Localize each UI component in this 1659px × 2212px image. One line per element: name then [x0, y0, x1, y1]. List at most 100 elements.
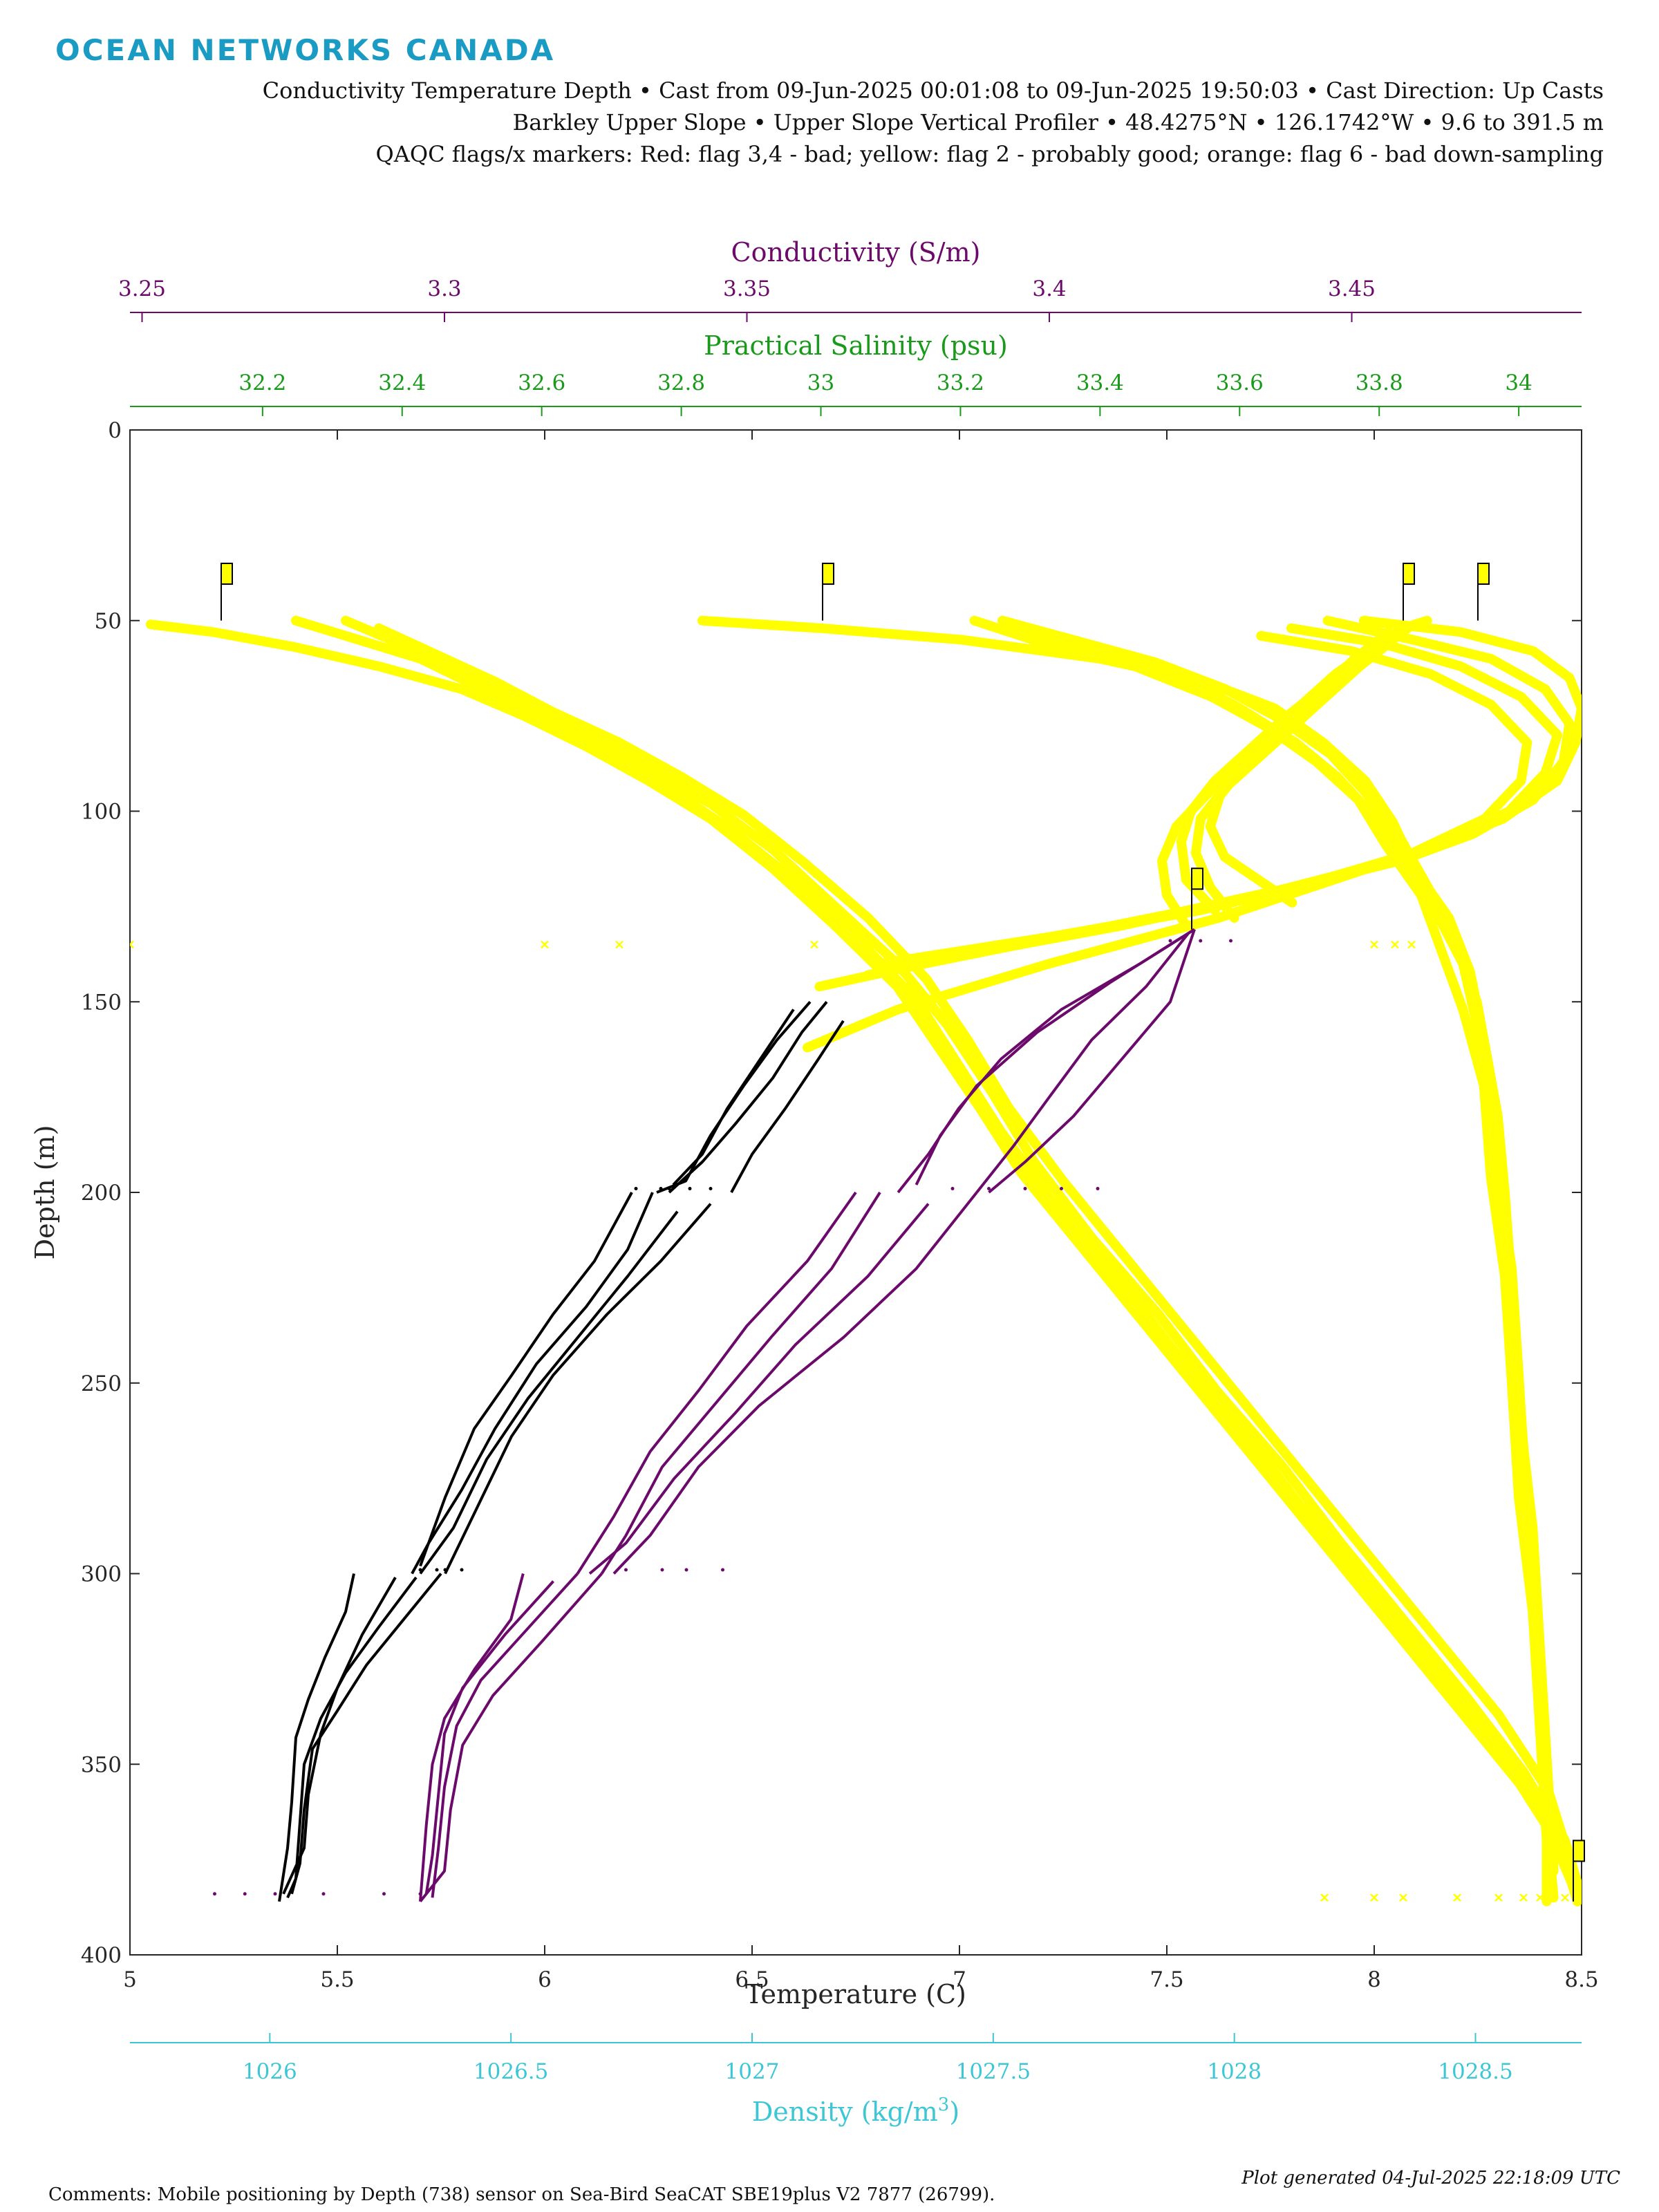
- density-axis-title: Density (kg/m3): [752, 2094, 959, 2127]
- conductivity-tick-label: 3.3: [427, 276, 461, 301]
- conductivity-point: [721, 1568, 724, 1572]
- depth-tick-label: 400: [81, 1943, 122, 1968]
- temperature-tick-label: 7.5: [1150, 1967, 1183, 1992]
- flag2-scatter-marker: [1494, 1893, 1503, 1902]
- depth-tick-label: 0: [108, 418, 122, 443]
- conductivity-point: [321, 1892, 326, 1896]
- salinity-tick-label: 33.2: [937, 371, 984, 395]
- temperature-trace: [278, 1573, 355, 1902]
- conductivity-point: [1229, 939, 1232, 943]
- temperature-flag2-trace: [291, 615, 1578, 1891]
- conductivity-point: [1060, 1186, 1063, 1190]
- flag2-scatter-marker: [1370, 1893, 1378, 1902]
- temperature-tick-label: 7: [953, 1967, 966, 1992]
- temperature-tick-label: 6.5: [735, 1967, 769, 1992]
- conductivity-tick-label: 3.25: [118, 276, 166, 301]
- flag2-scatter-marker: [1548, 1893, 1557, 1902]
- density-tick-label: 1028.5: [1438, 2059, 1512, 2084]
- depth-tick-label: 50: [95, 609, 122, 634]
- temperature-trace: [668, 1001, 828, 1194]
- conductivity-point: [950, 1186, 955, 1190]
- conductivity-trace: [576, 1191, 857, 1575]
- flag2-scatter-marker: [1320, 1893, 1329, 1902]
- temperature-trace: [672, 1009, 795, 1186]
- salinity-tick-label: 33.8: [1356, 371, 1403, 395]
- depth-tick-label: 150: [81, 990, 122, 1015]
- temperature-trace: [286, 1576, 418, 1899]
- conductivity-trace: [424, 1580, 554, 1895]
- conductivity-point: [243, 1892, 247, 1896]
- conductivity-trace: [419, 1573, 603, 1903]
- depth-tick-label: 300: [81, 1562, 122, 1587]
- flag2-scatter-marker: [130, 940, 134, 949]
- temperature-point: [634, 1186, 638, 1190]
- temperature-point: [435, 1568, 439, 1572]
- footer-generated: Plot generated 04-Jul-2025 22:18:09 UTC: [1241, 2168, 1620, 2188]
- salinity-tick-label: 33.6: [1216, 371, 1264, 395]
- flag2-scatter-marker: [1536, 1893, 1544, 1902]
- temperature-axis-title: Temperature (C): [745, 1979, 966, 2009]
- temperature-flag2-trace: [146, 619, 1582, 1906]
- salinity-tick-label: 34: [1505, 371, 1532, 395]
- onc-logo: OCEAN NETWORKS CANADA: [55, 33, 556, 67]
- conductivity-point: [684, 1568, 688, 1572]
- flag2-scatter-marker: [1391, 940, 1399, 949]
- footer-comments: Comments: Mobile positioning by Depth (7…: [48, 2184, 995, 2205]
- flag-marker-icon: [1477, 563, 1490, 585]
- conductivity-point: [1023, 1186, 1027, 1190]
- conductivity-trace: [612, 1191, 978, 1575]
- temperature-trace: [411, 1192, 654, 1575]
- plot-title-line-1: Conductivity Temperature Depth • Cast fr…: [262, 77, 1604, 104]
- temperature-trace: [419, 1192, 633, 1567]
- density-tick-label: 1026: [243, 2059, 297, 2084]
- flag-marker-icon: [1573, 1839, 1585, 1862]
- conductivity-point: [624, 1568, 628, 1572]
- conductivity-trace: [988, 928, 1196, 1194]
- conductivity-point: [273, 1892, 277, 1896]
- conductivity-trace: [419, 1573, 525, 1902]
- salinity-axis-title: Practical Salinity (psu): [704, 330, 1008, 361]
- salinity-axis: 32.2 32.4 32.6 32.8 33 33.2 33.4 33.6 33.8 34 Prac…: [130, 330, 1582, 416]
- temperature-trace: [444, 1203, 712, 1575]
- conductivity-tick-label: 3.4: [1032, 276, 1066, 301]
- temperature-tick-label: 8: [1367, 1967, 1381, 1992]
- temperature-flag2-trace: [341, 615, 1582, 1903]
- flag-marker-icon: [822, 563, 834, 585]
- conductivity-point: [1096, 1186, 1100, 1190]
- salinity-tick-label: 33: [807, 371, 834, 395]
- density-axis: 1026 1026.5 1027 1027.5 1028 1028.5 Density (k…: [130, 2033, 1582, 2127]
- temperature-tick-label: 8.5: [1564, 1967, 1598, 1992]
- conductivity-tick-label: 3.35: [723, 276, 771, 301]
- flag2-scatter-marker: [1453, 1893, 1461, 1902]
- flag2-scatter-marker: [810, 940, 818, 949]
- temperature-point: [460, 1568, 464, 1572]
- flag2-scatter-marker: [541, 940, 549, 949]
- depth-axis-title: Depth (m): [30, 1125, 60, 1260]
- flag-markers: [221, 563, 1585, 1902]
- depth-axis: 0 50 100 150 200 250 300 350 400 Depth (m): [30, 418, 1582, 1968]
- temperature-tick-label: 5.5: [320, 1967, 354, 1992]
- depth-tick-label: 250: [81, 1371, 122, 1396]
- conductivity-axis: 3.25 3.3 3.35 3.4 3.45 Conductivity (S/m): [118, 237, 1582, 322]
- temperature-tick-label: 5: [123, 1967, 137, 1992]
- flag2-scatter-marker: [1005, 940, 1013, 949]
- conductivity-point: [418, 1892, 422, 1896]
- flag2-scatter-marker: [1370, 940, 1378, 949]
- conductivity-axis-title: Conductivity (S/m): [731, 237, 981, 268]
- salinity-tick-label: 32.8: [657, 371, 705, 395]
- conductivity-trace: [588, 1203, 930, 1575]
- depth-tick-label: 100: [81, 800, 122, 825]
- temperature-point: [667, 1186, 671, 1190]
- flag-marker-icon: [221, 563, 233, 585]
- flag-marker-icon: [1403, 563, 1415, 585]
- plot-title-line-3: QAQC flags/x markers: Red: flag 3,4 - ba…: [375, 141, 1604, 167]
- salinity-flag2-trace: [1011, 623, 1559, 1876]
- density-tick-label: 1027: [725, 2059, 780, 2084]
- conductivity-trace: [600, 1191, 881, 1575]
- flag2-scatter-marker: [1399, 1893, 1407, 1902]
- flag2-scatter-marker: [1407, 940, 1416, 949]
- flag-marker-icon: [1191, 868, 1203, 890]
- salinity-tick-label: 33.4: [1076, 371, 1124, 395]
- flag2-scatter-marker: [615, 940, 624, 949]
